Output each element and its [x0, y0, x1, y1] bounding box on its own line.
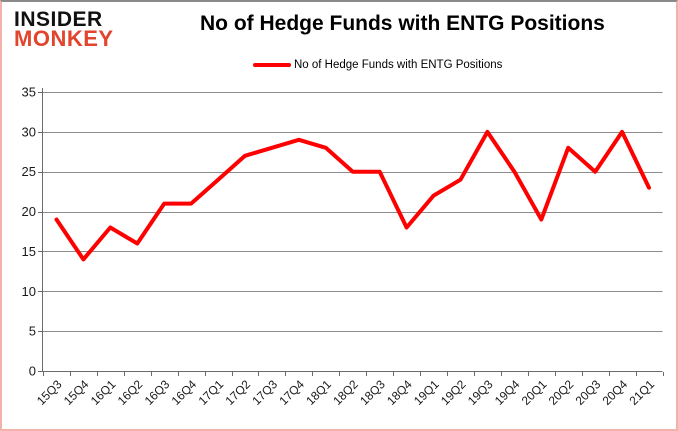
y-axis-label: 35	[22, 85, 36, 100]
x-axis-label: 20Q2	[546, 377, 577, 408]
y-axis-label: 15	[22, 244, 36, 259]
x-axis-label: 17Q4	[276, 377, 307, 408]
x-axis-label: 17Q3	[249, 377, 280, 408]
x-axis-label: 16Q4	[169, 377, 200, 408]
x-axis-label: 20Q3	[573, 377, 604, 408]
gridlines	[43, 92, 663, 332]
x-axis-label: 18Q1	[303, 377, 334, 408]
y-axis-label: 0	[29, 364, 36, 379]
x-axis-label: 19Q1	[411, 377, 442, 408]
logo-text-insider: INSIDER	[14, 8, 103, 31]
logo-text-monkey: MONKEY	[14, 26, 114, 52]
x-axis-label: 20Q4	[600, 377, 631, 408]
x-axis-label: 18Q4	[384, 377, 415, 408]
x-axis-label: 15Q3	[34, 377, 65, 408]
x-axis-label: 16Q3	[142, 377, 173, 408]
axes	[38, 88, 664, 376]
x-axis-label: 16Q2	[115, 377, 146, 408]
x-axis-label: 17Q2	[222, 377, 253, 408]
x-axis-label: 17Q1	[196, 377, 227, 408]
y-axis-label: 5	[29, 324, 36, 339]
x-axis-label: 18Q3	[357, 377, 388, 408]
x-axis-label: 21Q1	[626, 377, 657, 408]
y-axis-label: 10	[22, 284, 36, 299]
insider-monkey-logo: INSIDER MONKEY	[14, 8, 114, 52]
chart-legend: No of Hedge Funds with ENTG Positions	[253, 59, 502, 71]
x-axis-labels: 15Q315Q416Q116Q216Q316Q417Q117Q217Q317Q4…	[34, 377, 657, 408]
x-axis-label: 20Q1	[519, 377, 550, 408]
x-axis-label: 16Q1	[88, 377, 119, 408]
y-axis-label: 20	[22, 204, 36, 219]
y-axis-label: 30	[22, 124, 36, 139]
x-axis-label: 19Q4	[492, 377, 523, 408]
legend-line-swatch	[253, 63, 291, 67]
y-axis-label: 25	[22, 164, 36, 179]
chart-title: No of Hedge Funds with ENTG Positions	[200, 12, 605, 35]
x-axis-label: 19Q3	[465, 377, 496, 408]
series-line-hedge-funds	[54, 129, 651, 262]
x-axis-label: 18Q2	[330, 377, 361, 408]
y-axis-labels: 0 5 10 15 20 25 30 35	[22, 85, 36, 379]
x-axis-label: 19Q2	[438, 377, 469, 408]
legend-label: No of Hedge Funds with ENTG Positions	[294, 59, 503, 71]
x-axis-label: 15Q4	[61, 377, 92, 408]
